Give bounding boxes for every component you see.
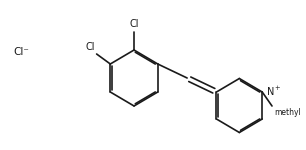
Text: Cl⁻: Cl⁻ [13,47,29,57]
Text: N$^+$: N$^+$ [266,84,282,98]
Text: Cl: Cl [85,42,95,52]
Text: Cl: Cl [129,19,139,29]
Text: methyl: methyl [274,108,301,117]
